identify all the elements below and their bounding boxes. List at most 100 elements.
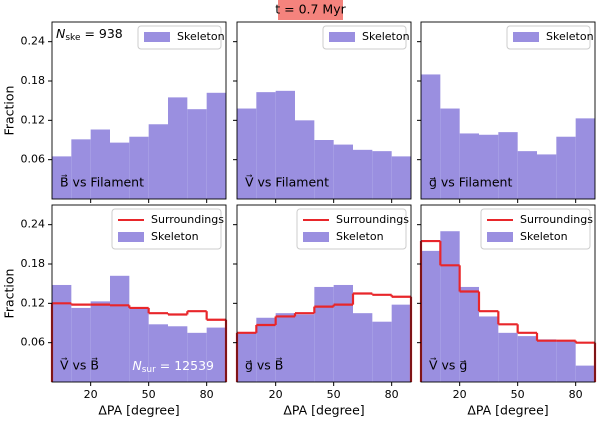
legend-label: Skeleton [336, 230, 384, 243]
bar [52, 284, 72, 382]
bar [90, 129, 110, 199]
legend-box [506, 25, 591, 50]
annotation-main: N [56, 26, 66, 41]
bar [129, 307, 149, 382]
bar [556, 340, 576, 382]
panel-label: g⃗ vs Filament [429, 175, 512, 190]
x-tick-label: 50 [327, 388, 341, 401]
bar [333, 284, 353, 382]
annotation: Nsur = 12539 [132, 358, 214, 375]
bar [537, 339, 557, 382]
bar [391, 304, 411, 382]
bar [556, 136, 576, 199]
annotation-after: = 938 [80, 26, 122, 41]
bar [479, 134, 499, 199]
annotation-sub: sur [142, 365, 156, 375]
bar [440, 231, 460, 382]
bar [391, 156, 411, 199]
bar [168, 97, 188, 199]
x-tick-label: 20 [269, 388, 283, 401]
panel: 0.06 0.12 0.18 0.24 Fraction B⃗ vs Filament Ns… [2, 21, 227, 203]
legend-label: Skeleton [177, 30, 225, 43]
bar [295, 314, 315, 382]
bar [314, 286, 334, 382]
bar [575, 118, 595, 199]
x-tick-label: 50 [511, 388, 525, 401]
bar [71, 307, 91, 382]
bar [498, 132, 518, 199]
y-tick-label: 0.18 [21, 74, 46, 87]
panel-label: B⃗ vs Filament [60, 174, 144, 189]
legend-box [137, 25, 222, 50]
legend-box [322, 25, 407, 50]
bar [421, 74, 441, 199]
bar [421, 250, 441, 382]
bar [372, 321, 392, 382]
panel-frame [420, 204, 596, 383]
bar [110, 275, 130, 382]
panel: g⃗ vs Filament Skeleton [417, 21, 596, 203]
bar [275, 90, 295, 199]
bar [459, 286, 479, 382]
bar [275, 313, 295, 382]
x-tick-label: 20 [84, 388, 98, 401]
bar [110, 142, 130, 199]
panel-frame [51, 204, 227, 383]
bar [353, 313, 373, 382]
panel: V⃗ vs Filament Skeleton [233, 21, 412, 203]
y-axis-label: Fraction [2, 86, 17, 136]
annotation-after: = 12539 [156, 358, 214, 373]
bar [517, 151, 537, 199]
bar [440, 108, 460, 199]
bar [237, 332, 257, 382]
bar [187, 109, 207, 199]
y-tick-label: 0.12 [21, 296, 46, 309]
panel: 20 50 80 ΔPA [degree] V⃗ vs g⃗ Surroundings Sk… [417, 204, 597, 418]
bar [295, 120, 315, 199]
x-axis-label: ΔPA [degree] [467, 403, 548, 418]
annotation-sub: ske [65, 33, 81, 43]
y-axis-label: Fraction [2, 269, 17, 319]
legend-swatch [118, 232, 144, 242]
bar [333, 144, 353, 199]
legend-swatch [513, 32, 539, 42]
panel-frame [51, 21, 227, 200]
panel-frame [236, 21, 412, 200]
panel-label: V⃗ vs Filament [245, 174, 329, 189]
bar [148, 124, 168, 199]
panel-label: g⃗ vs B⃗ [245, 357, 283, 372]
bar [575, 365, 595, 382]
bar [517, 336, 537, 382]
y-tick-label: 0.24 [21, 218, 46, 231]
x-tick-label: 80 [569, 388, 583, 401]
panel-label: V⃗ vs B⃗ [60, 357, 99, 372]
bar [256, 317, 276, 382]
annotation-main: N [132, 358, 142, 373]
bar [498, 332, 518, 382]
bar [168, 326, 188, 382]
y-tick-label: 0.18 [21, 257, 46, 270]
bar [148, 324, 168, 382]
x-axis-label: ΔPA [degree] [98, 403, 179, 418]
bar [372, 151, 392, 199]
legend-label: Surroundings [520, 213, 593, 226]
legend-label: Skeleton [546, 30, 594, 43]
legend-swatch [329, 32, 355, 42]
legend-label: Skeleton [362, 30, 410, 43]
title-box [278, 0, 343, 20]
bar [71, 139, 91, 199]
bar [353, 149, 373, 199]
x-tick-label: 20 [453, 388, 467, 401]
bar [314, 140, 334, 199]
bar [52, 156, 72, 199]
annotation: Nske = 938 [56, 26, 123, 43]
legend-label: Surroundings [336, 213, 409, 226]
legend-label: Surroundings [151, 213, 224, 226]
y-tick-label: 0.24 [21, 35, 46, 48]
bar [537, 154, 557, 199]
panel: 0.06 0.12 0.18 0.24 20 50 80 Fraction ΔPA [degre… [2, 204, 228, 418]
legend-label: Skeleton [520, 230, 568, 243]
legend-swatch [144, 32, 170, 42]
bar [129, 136, 149, 199]
bar [90, 301, 110, 382]
